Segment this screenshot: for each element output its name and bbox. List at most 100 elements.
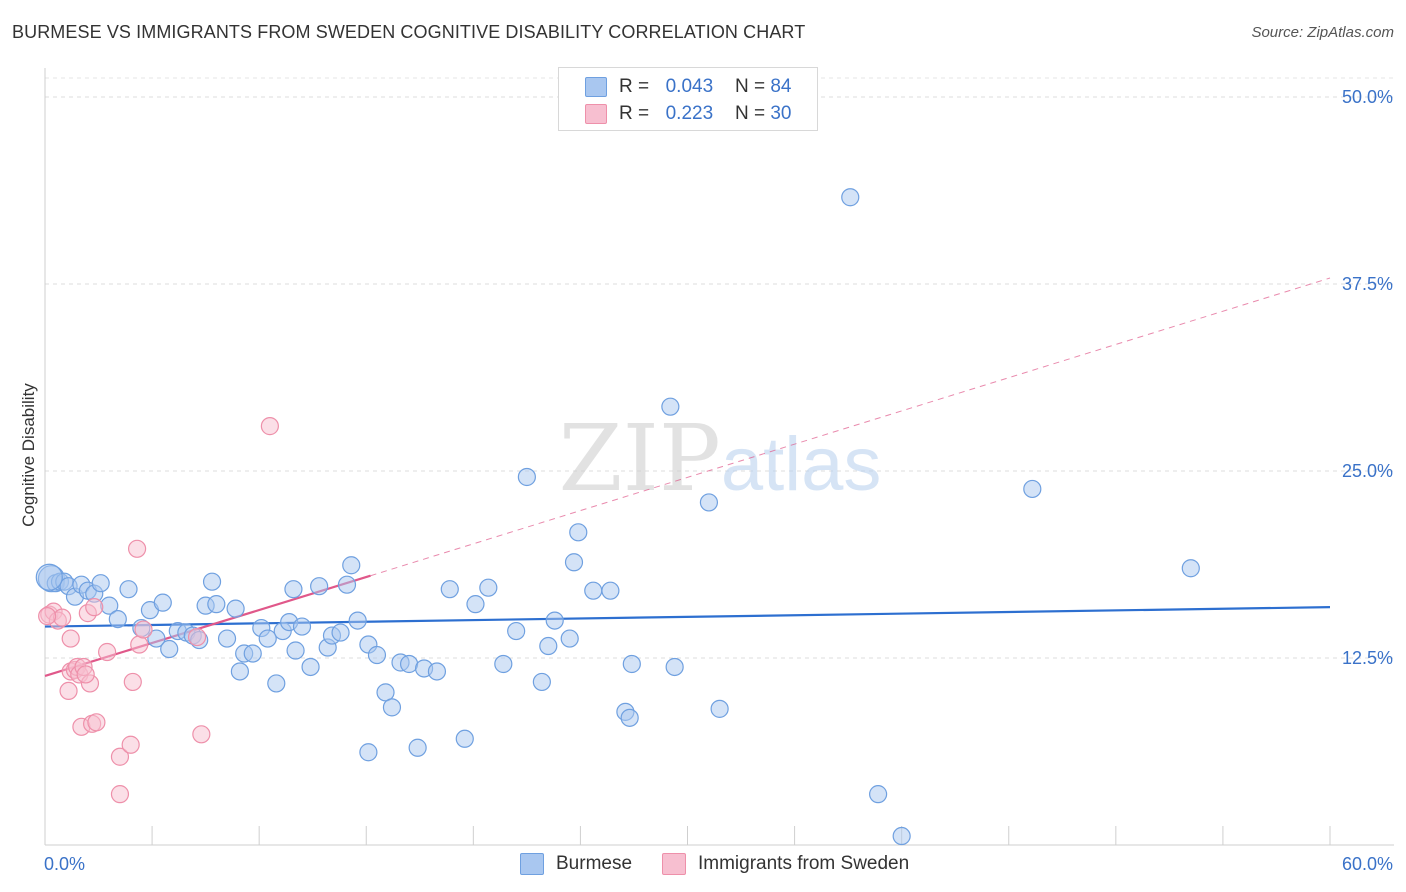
point-burmese [539,636,558,656]
point-burmese [301,657,320,677]
y-tick-label: 50.0% [1342,87,1393,107]
point-burmese [258,629,277,648]
point-burmese [399,654,419,674]
point-burmese [601,581,620,600]
point-burmese [217,629,237,648]
point-burmese [337,575,357,594]
point-sweden [76,665,95,684]
legend-n-label: N = [734,103,766,124]
bottom-legend-swatch-burmese [520,853,544,875]
legend-n-value: 84 [770,76,792,97]
point-sweden [85,598,104,617]
point-burmese [494,654,513,674]
point-burmese [359,743,378,762]
point-burmese [665,657,684,677]
point-sweden [121,735,140,754]
bottom-legend-burmese[interactable]: Burmese [520,852,632,876]
point-burmese [382,698,402,717]
point-burmese [310,577,329,596]
point-burmese [569,523,588,542]
point-sweden [192,725,211,744]
legend-r-label: R = [619,76,650,97]
point-sweden [187,627,207,647]
y-tick-label: 37.5% [1342,274,1393,294]
legend-r-value: 0.223 [665,103,714,124]
stats-legend: R = 0.043 N = 84 R = 0.223 N = 30 [558,67,818,131]
y-tick-label: 12.5% [1342,648,1393,668]
bottom-legend-label-burmese: Burmese [556,853,633,874]
point-burmese [108,610,127,629]
bottom-legend-swatch-sweden [662,853,686,875]
point-burmese [284,580,303,599]
point-burmese [560,629,579,648]
point-burmese [267,674,286,693]
point-sweden [53,608,72,627]
point-burmese [427,662,447,681]
point-sweden [130,635,149,654]
point-burmese [584,581,603,600]
point-burmese [230,662,249,681]
legend-swatch-burmese [585,77,607,97]
point-burmese [440,580,459,599]
point-burmese [699,493,719,512]
point-burmese [119,580,138,599]
x-tick-label: 0.0% [44,854,85,874]
point-burmese [507,621,526,641]
point-burmese [408,738,427,757]
legend-r-label: R = [619,103,650,124]
point-burmese [348,611,367,630]
y-tick-label: 25.0% [1342,461,1393,481]
bottom-legend-sweden[interactable]: Immigrants from Sweden [662,852,909,876]
point-sweden [110,785,130,804]
point-burmese [479,578,498,597]
point-burmese [892,826,911,846]
point-burmese [622,654,641,674]
point-burmese [331,623,350,642]
point-burmese [91,574,110,593]
point-burmese [147,629,166,648]
point-sweden [61,629,80,648]
chart-source: Source: ZipAtlas.com [1251,24,1394,41]
point-burmese [342,556,361,575]
legend-n-label: N = [734,76,766,97]
point-sweden [87,713,106,732]
chart-title: BURMESE VS IMMIGRANTS FROM SWEDEN COGNIT… [12,22,806,42]
point-sweden [59,681,78,701]
legend-row-sweden: R = 0.223 N = 30 [585,103,791,125]
point-burmese [207,595,226,614]
tick-labels: 12.5% 25.0% 37.5% 50.0% 0.0% 60.0% [44,87,1393,874]
point-sweden [127,539,147,558]
point-burmese [243,644,262,663]
point-burmese [286,641,305,660]
point-burmese [35,563,63,591]
point-burmese [869,785,888,804]
x-tick-label: 60.0% [1342,854,1393,874]
point-burmese [367,645,387,665]
point-burmese [532,672,551,692]
point-sweden [134,620,153,639]
point-burmese [661,397,680,416]
point-burmese [153,593,172,612]
point-burmese [292,617,312,636]
legend-swatch-sweden [585,104,607,124]
data-points [35,188,1200,846]
point-sweden [260,417,279,436]
point-sweden [123,672,142,692]
bottom-legend-label-sweden: Immigrants from Sweden [698,853,910,874]
point-burmese [1023,479,1042,499]
point-sweden [110,747,130,766]
point-burmese [620,708,639,727]
point-burmese [545,611,564,630]
trend-extension-sweden [370,277,1331,577]
watermark: ZIPatlas [559,405,882,512]
point-burmese [564,553,584,572]
legend-row-burmese: R = 0.043 N = 84 [585,76,791,98]
point-burmese [466,595,485,614]
y-axis-label: Cognitive Disability [19,383,38,527]
point-burmese [160,639,179,659]
point-burmese [517,467,536,487]
point-burmese [226,599,245,618]
point-burmese [710,699,729,718]
point-sweden [98,642,117,662]
